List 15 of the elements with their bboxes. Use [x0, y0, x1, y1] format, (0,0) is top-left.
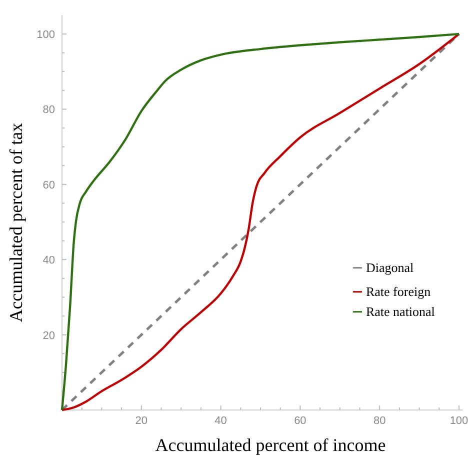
x-tick-label: 80	[373, 415, 386, 427]
y-tick-label: 80	[42, 104, 55, 116]
y-tick-label: 60	[42, 179, 55, 192]
x-tick-label: 20	[135, 415, 148, 427]
x-axis-title: Accumulated percent of income	[155, 435, 386, 455]
y-tick-label: 20	[42, 330, 55, 342]
x-tick-label: 60	[294, 415, 306, 427]
legend-label: Diagonal	[366, 260, 414, 275]
y-tick-label: 40	[42, 254, 55, 267]
y-axis-title: Accumulated percent of tax	[6, 122, 26, 322]
legend-label: Rate national	[366, 304, 436, 319]
x-tick-label: 40	[214, 415, 227, 427]
y-tick-label: 100	[36, 29, 55, 41]
x-tick-label: 100	[450, 415, 468, 427]
legend-label: Rate foreign	[366, 284, 432, 299]
